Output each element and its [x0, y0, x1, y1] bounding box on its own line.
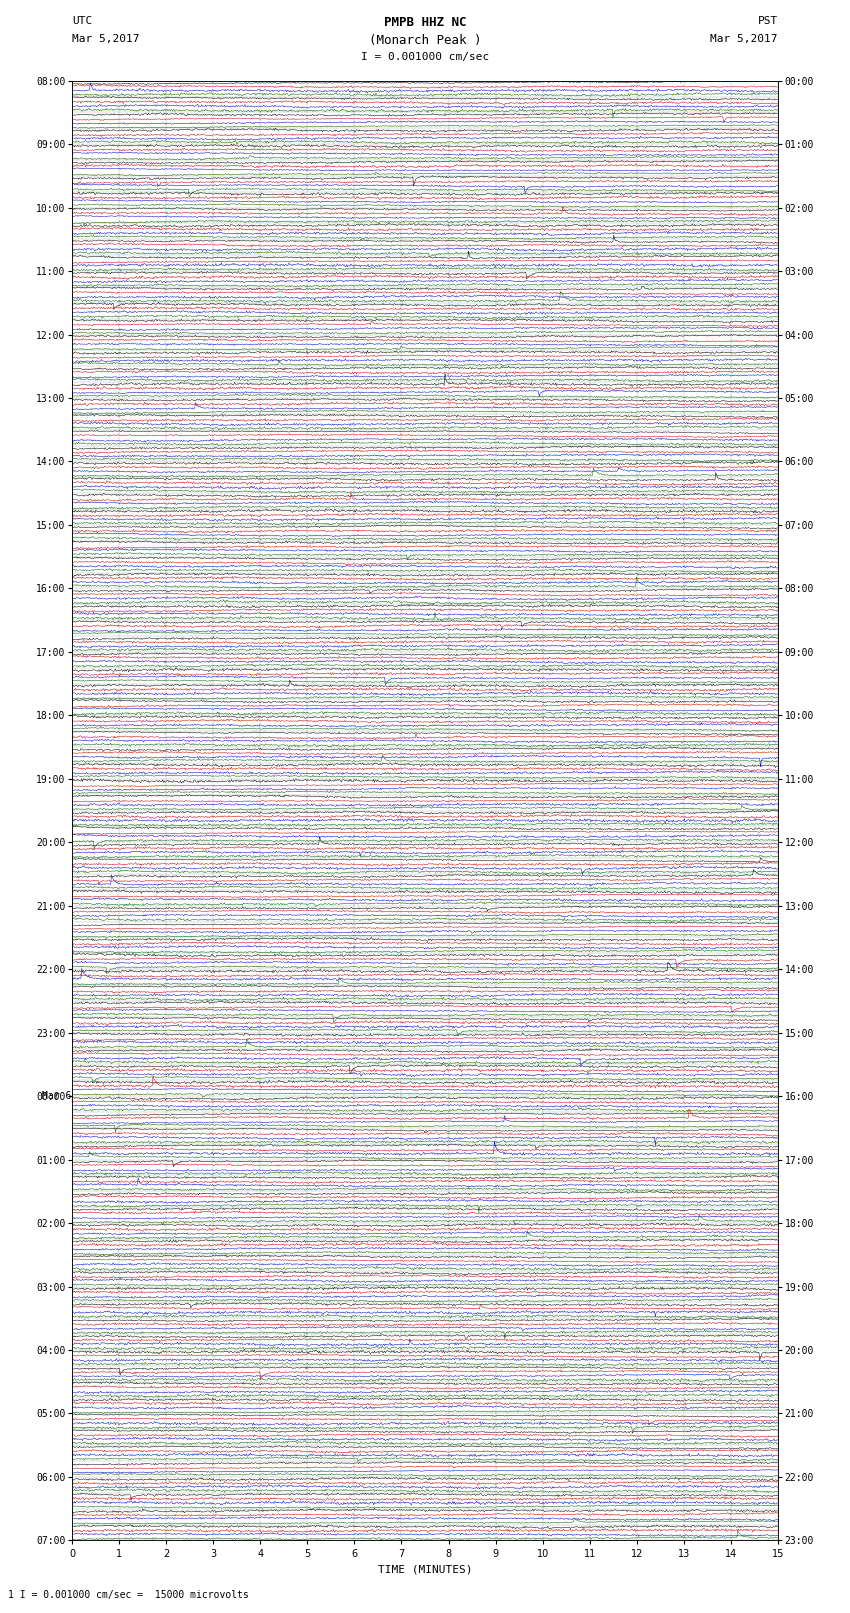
Text: Mar 5,2017: Mar 5,2017 — [72, 34, 139, 44]
Text: I = 0.001000 cm/sec: I = 0.001000 cm/sec — [361, 52, 489, 61]
Text: (Monarch Peak ): (Monarch Peak ) — [369, 34, 481, 47]
X-axis label: TIME (MINUTES): TIME (MINUTES) — [377, 1565, 473, 1574]
Text: PMPB HHZ NC: PMPB HHZ NC — [383, 16, 467, 29]
Text: Mar 5,2017: Mar 5,2017 — [711, 34, 778, 44]
Text: 1 I = 0.001000 cm/sec =  15000 microvolts: 1 I = 0.001000 cm/sec = 15000 microvolts — [8, 1590, 249, 1600]
Text: UTC: UTC — [72, 16, 93, 26]
Text: Mar 6: Mar 6 — [42, 1090, 71, 1102]
Text: PST: PST — [757, 16, 778, 26]
